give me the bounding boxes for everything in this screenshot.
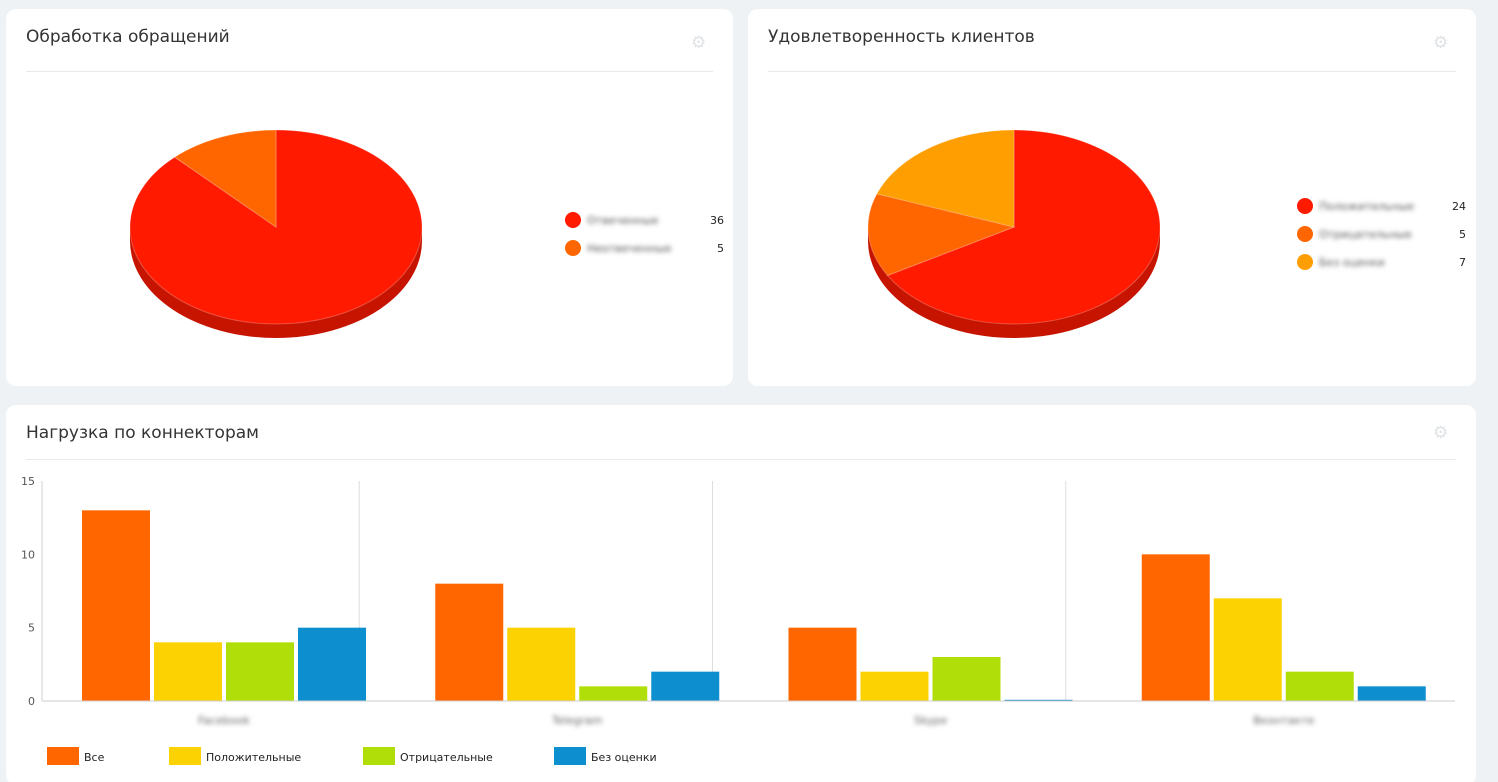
satisfaction-pie-chart: Положительные 24 Отрицательные 5 Без оценки 7 (867, 129, 1466, 338)
panel-divider (26, 71, 713, 72)
bar[interactable] (298, 627, 366, 701)
legend-label: Все (84, 751, 105, 764)
legend-label: Отрицательные (1319, 228, 1412, 241)
panel-divider (768, 71, 1456, 72)
bar[interactable] (435, 583, 504, 701)
bar[interactable] (1357, 686, 1426, 701)
pie-slice[interactable] (876, 129, 1015, 228)
connectors-bar-chart: 0 5 10 15 Facebook Telegram Skype Вконтакте Все П… (21, 475, 1455, 765)
panel-divider (26, 459, 1456, 460)
pie-slice[interactable] (173, 129, 277, 228)
bar[interactable] (1285, 671, 1354, 701)
y-tick-label: 5 (28, 622, 35, 635)
bar[interactable] (507, 627, 576, 701)
legend-swatch (169, 747, 201, 765)
satisfaction-panel: Удовлетворенность клиентов ⚙ Положительн… (748, 9, 1476, 386)
bar[interactable] (860, 671, 929, 701)
y-tick-label: 0 (28, 695, 35, 708)
x-tick-label: Facebook (198, 714, 250, 727)
bar[interactable] (788, 627, 857, 701)
y-tick-label: 15 (21, 475, 35, 488)
bar[interactable] (226, 642, 294, 701)
legend-label: Положительные (1319, 200, 1414, 213)
bar[interactable] (1213, 598, 1282, 701)
legend-label: Без оценки (1319, 256, 1385, 269)
x-tick-label: Telegram (551, 714, 602, 727)
legend-label: Отвеченные (587, 214, 659, 227)
x-tick-label: Вконтакте (1253, 714, 1314, 727)
y-tick-label: 10 (21, 548, 35, 561)
legend-swatch (47, 747, 79, 765)
bar[interactable] (1004, 699, 1073, 701)
legend-marker (565, 212, 581, 228)
pie-slice[interactable] (867, 193, 1016, 277)
processing-pie-chart: Отвеченные 36 Неотвеченные 5 (129, 129, 724, 338)
bar[interactable] (154, 642, 222, 701)
legend-label: Положительные (206, 751, 301, 764)
panel-title: Обработка обращений (26, 27, 230, 47)
x-tick-label: Skype (914, 714, 947, 727)
gear-icon[interactable]: ⚙ (691, 33, 707, 53)
legend-label: Неотвеченные (587, 242, 672, 255)
pie-slice[interactable] (129, 129, 423, 325)
connectors-panel: Нагрузка по коннекторам ⚙ 0 5 10 15 Facebook… (6, 405, 1476, 782)
legend-swatch (363, 747, 395, 765)
legend-value: 24 (1452, 200, 1466, 213)
gear-icon[interactable]: ⚙ (1433, 423, 1449, 443)
panel-title: Нагрузка по коннекторам (26, 423, 259, 443)
legend-marker (565, 240, 581, 256)
bar[interactable] (1141, 554, 1210, 701)
pie-slice[interactable] (886, 129, 1161, 325)
legend-value: 36 (710, 214, 724, 227)
panel-title: Удовлетворенность клиентов (768, 27, 1035, 47)
legend-value: 5 (1459, 228, 1466, 241)
legend-marker (1297, 226, 1313, 242)
bar[interactable] (579, 686, 648, 701)
legend-value: 7 (1459, 256, 1466, 269)
legend-label: Без оценки (591, 751, 657, 764)
legend-marker (1297, 198, 1313, 214)
gear-icon[interactable]: ⚙ (1433, 33, 1449, 53)
bar[interactable] (82, 510, 150, 701)
legend-marker (1297, 254, 1313, 270)
bar[interactable] (651, 671, 720, 701)
bar[interactable] (932, 657, 1001, 701)
legend-label: Отрицательные (400, 751, 493, 764)
legend-swatch (554, 747, 586, 765)
processing-panel: Обработка обращений ⚙ Отвеченные 36 Неотве… (6, 9, 733, 386)
legend-value: 5 (717, 242, 724, 255)
